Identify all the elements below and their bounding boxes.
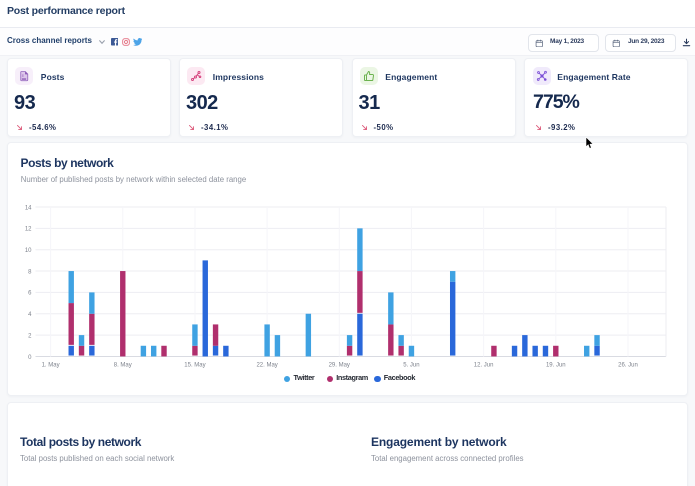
svg-text:26. Jun: 26. Jun bbox=[618, 363, 638, 369]
svg-text:12. Jun: 12. Jun bbox=[474, 363, 494, 369]
svg-text:2: 2 bbox=[28, 333, 32, 339]
svg-text:12: 12 bbox=[25, 227, 32, 233]
svg-text:19. Jun: 19. Jun bbox=[546, 363, 566, 369]
svg-text:8: 8 bbox=[28, 269, 32, 275]
svg-text:8. May: 8. May bbox=[114, 363, 132, 369]
svg-text:1. May: 1. May bbox=[42, 363, 60, 369]
svg-text:5. Jun: 5. Jun bbox=[403, 363, 419, 369]
svg-text:6: 6 bbox=[28, 291, 32, 297]
svg-text:0: 0 bbox=[28, 355, 32, 361]
svg-text:22. May: 22. May bbox=[256, 363, 277, 369]
svg-text:14: 14 bbox=[25, 205, 32, 211]
svg-text:29. May: 29. May bbox=[329, 363, 350, 369]
svg-text:4: 4 bbox=[28, 312, 32, 318]
svg-text:15. May: 15. May bbox=[184, 363, 205, 369]
svg-text:10: 10 bbox=[25, 248, 32, 254]
